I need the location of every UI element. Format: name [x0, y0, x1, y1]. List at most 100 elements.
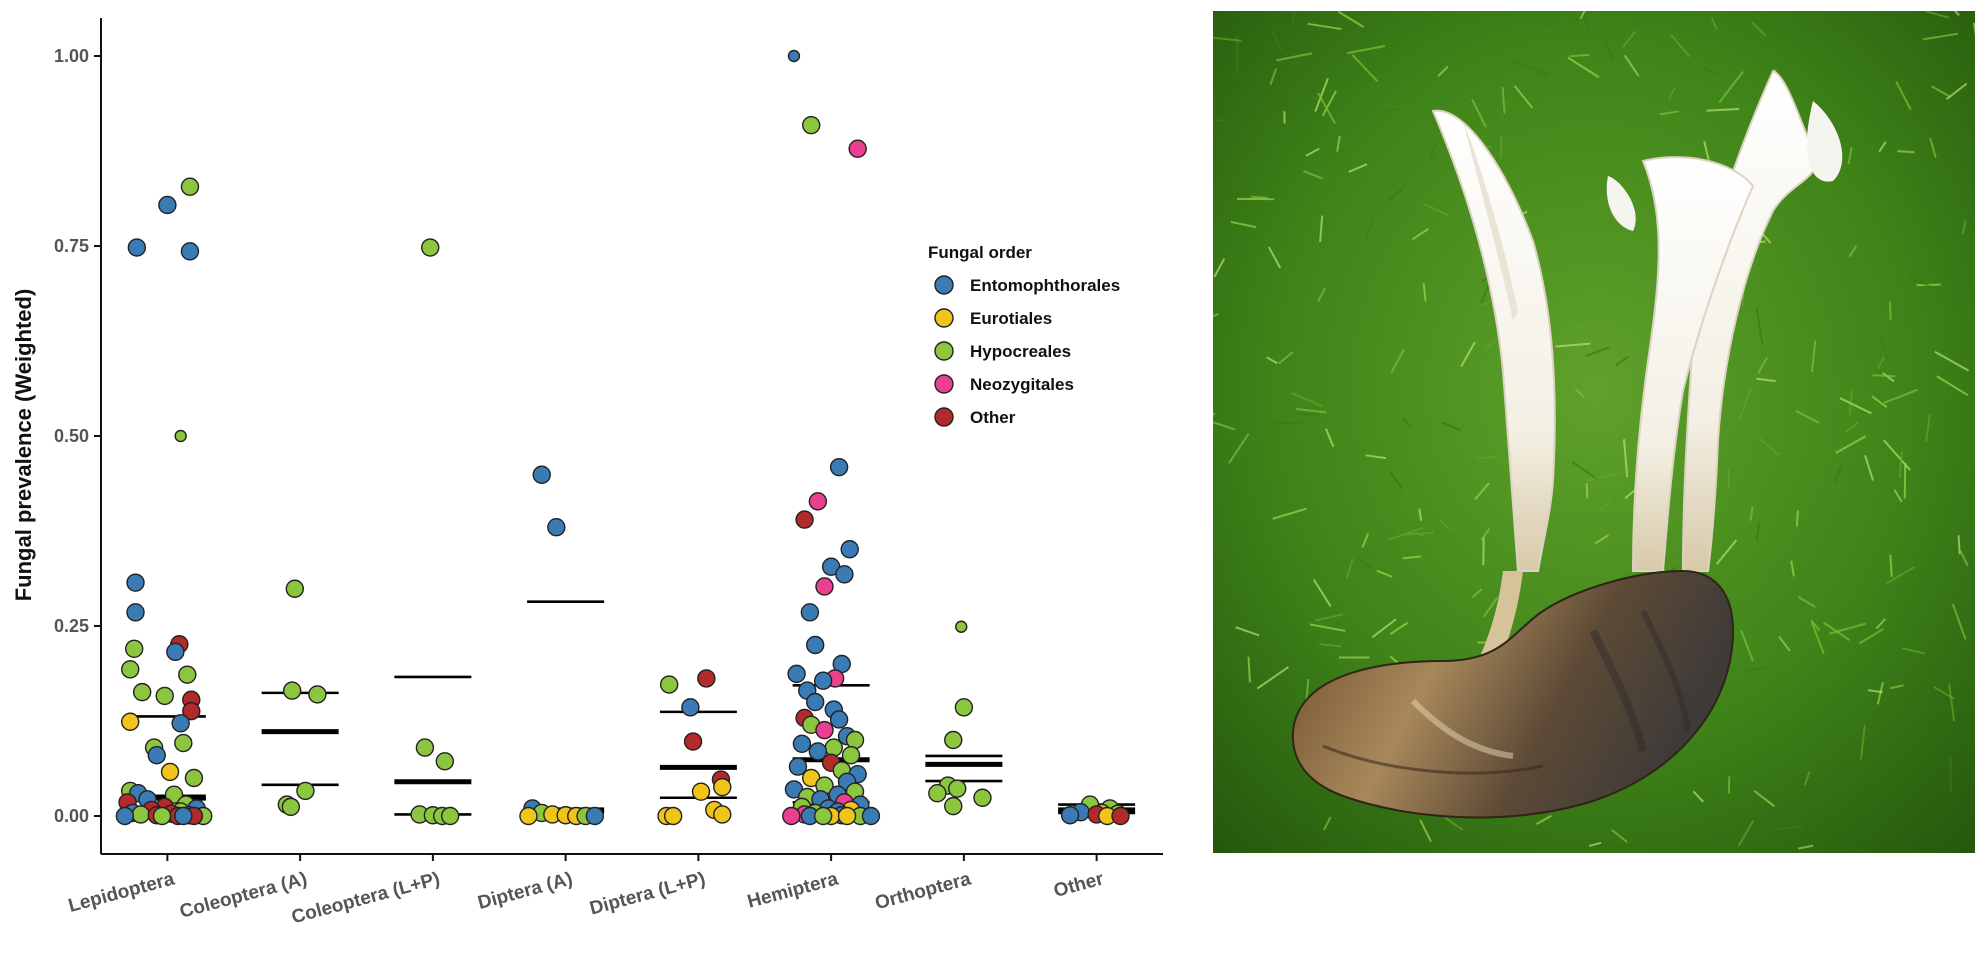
- data-point: [831, 459, 848, 476]
- legend-label: Neozygitales: [970, 375, 1074, 394]
- moss-strand: [1890, 301, 1891, 320]
- data-point: [181, 243, 198, 260]
- data-point: [793, 735, 810, 752]
- data-point: [167, 643, 184, 660]
- data-point: [309, 686, 326, 703]
- data-point: [116, 808, 133, 825]
- data-point: [807, 694, 824, 711]
- data-point: [122, 661, 139, 678]
- data-points: [116, 51, 1129, 825]
- data-point: [843, 747, 860, 764]
- data-point: [127, 604, 144, 621]
- legend: Fungal order EntomophthoralesEurotialesH…: [928, 243, 1120, 427]
- data-point: [956, 621, 967, 632]
- data-point: [801, 604, 818, 621]
- legend-label: Eurotiales: [970, 309, 1052, 328]
- data-point: [714, 779, 731, 796]
- moss-strand: [1959, 535, 1960, 554]
- data-point: [284, 682, 301, 699]
- data-point: [929, 785, 946, 802]
- y-tick-label: 0.75: [54, 236, 89, 256]
- moss-strand: [1237, 37, 1238, 75]
- legend-swatch: [935, 309, 953, 327]
- moss-strand: [1897, 151, 1914, 152]
- data-point: [788, 51, 799, 62]
- data-point: [665, 808, 682, 825]
- legend-swatch: [935, 276, 953, 294]
- y-tick-label: 0.50: [54, 426, 89, 446]
- x-tick-label: Hemiptera: [745, 868, 841, 912]
- summary-lines: [129, 602, 1135, 815]
- data-point: [803, 117, 820, 134]
- data-point: [839, 808, 856, 825]
- x-tick-label: Diptera (A): [476, 869, 575, 914]
- data-point: [945, 732, 962, 749]
- data-point: [815, 808, 832, 825]
- data-point: [783, 808, 800, 825]
- moss-strand: [1251, 197, 1267, 198]
- data-point: [661, 676, 678, 693]
- data-point: [816, 722, 833, 739]
- data-point: [841, 541, 858, 558]
- data-point: [788, 665, 805, 682]
- data-point: [128, 239, 145, 256]
- data-point: [175, 431, 186, 442]
- data-point: [714, 806, 731, 823]
- data-point: [282, 798, 299, 815]
- moss-strand: [1890, 555, 1891, 577]
- data-point: [126, 640, 143, 657]
- chart-axes: [101, 18, 1163, 854]
- data-point: [179, 666, 196, 683]
- x-tick-label: Lepidoptera: [66, 868, 177, 917]
- data-point: [286, 580, 303, 597]
- fungus-photo: [1213, 11, 1975, 853]
- legend-label: Hypocreales: [970, 342, 1071, 361]
- y-tick-label: 0.25: [54, 616, 89, 636]
- data-point: [945, 798, 962, 815]
- data-point: [172, 715, 189, 732]
- data-point: [134, 684, 151, 701]
- data-point: [807, 637, 824, 654]
- data-point: [162, 763, 179, 780]
- data-point: [297, 782, 314, 799]
- moss-strand: [1797, 511, 1798, 527]
- data-point: [127, 574, 144, 591]
- data-point: [586, 808, 603, 825]
- moss-strand: [1950, 755, 1951, 791]
- data-point: [416, 739, 433, 756]
- data-point: [1112, 808, 1129, 825]
- data-point: [682, 699, 699, 716]
- x-tick-label: Diptera (L+P): [588, 869, 708, 920]
- data-point: [436, 753, 453, 770]
- y-axis-label: Fungal prevalence (Weighted): [11, 289, 36, 602]
- data-point: [862, 808, 879, 825]
- fungus-photo-drawing: [1213, 11, 1975, 853]
- data-point: [955, 699, 972, 716]
- data-point: [685, 733, 702, 750]
- legend-swatch: [935, 408, 953, 426]
- moss-strand: [1270, 423, 1301, 424]
- data-point: [185, 770, 202, 787]
- x-tick-label: Coleoptera (A): [178, 869, 310, 923]
- data-point: [442, 808, 459, 825]
- data-point: [154, 808, 171, 825]
- data-point: [156, 687, 173, 704]
- data-point: [175, 735, 192, 752]
- data-point: [836, 566, 853, 583]
- moss-strand: [1587, 483, 1588, 498]
- data-point: [847, 732, 864, 749]
- x-tick-label: Orthoptera: [873, 868, 974, 914]
- moss-strand: [1873, 375, 1896, 376]
- data-point: [796, 511, 813, 528]
- x-tick-label: Coleoptera (L+P): [289, 869, 442, 929]
- legend-label: Entomophthorales: [970, 276, 1120, 295]
- moss-strand: [1296, 414, 1320, 415]
- y-tick-label: 0.00: [54, 806, 89, 826]
- data-point: [1062, 807, 1079, 824]
- legend-swatch: [935, 375, 953, 393]
- data-point: [520, 808, 537, 825]
- data-point: [181, 178, 198, 195]
- data-point: [698, 670, 715, 687]
